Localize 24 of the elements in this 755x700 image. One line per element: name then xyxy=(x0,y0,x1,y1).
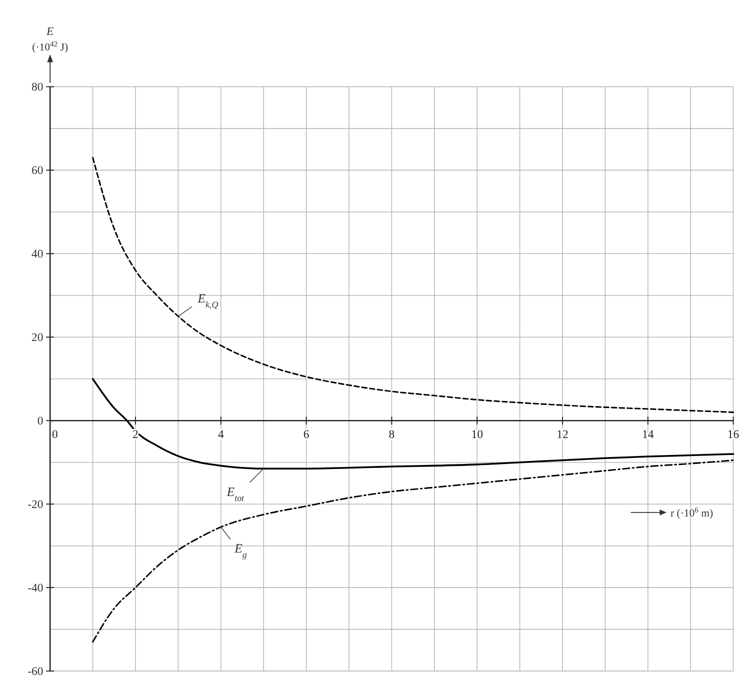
line-series xyxy=(92,156,734,413)
y-tick-label: -20 xyxy=(28,498,44,512)
series-label: E$_{k,Q}$ xyxy=(196,292,219,310)
y-tick-label: 80 xyxy=(32,80,44,94)
x-tick-label: 4 xyxy=(218,428,224,442)
series-label: E$_{g}$ xyxy=(234,542,248,560)
x-tick-label: 12 xyxy=(556,428,568,442)
x-axis-title: r (·10$^{6}$ m) xyxy=(670,504,714,520)
x-tick-label: 14 xyxy=(642,428,654,442)
y-axis-title: E (·10$^{42}$ J) xyxy=(32,24,68,54)
x-tick-label: 2 xyxy=(132,428,139,442)
line-series xyxy=(92,460,734,643)
x-tick-label: 6 xyxy=(303,428,310,442)
x-tick-label: 16 xyxy=(727,428,740,442)
y-tick-label: 60 xyxy=(32,164,44,178)
y-tick-label: 20 xyxy=(32,331,44,344)
x-tick-label: 10 xyxy=(471,428,484,442)
x-tick-label: 8 xyxy=(388,428,395,442)
y-tick-label: 0 xyxy=(37,414,44,428)
x-tick-label: 0 xyxy=(52,428,58,442)
series-label: E$_{tot}$ xyxy=(226,485,245,504)
y-tick-label: 40 xyxy=(32,248,44,261)
y-tick-label: -40 xyxy=(28,581,44,594)
y-tick-label: -60 xyxy=(28,664,44,678)
